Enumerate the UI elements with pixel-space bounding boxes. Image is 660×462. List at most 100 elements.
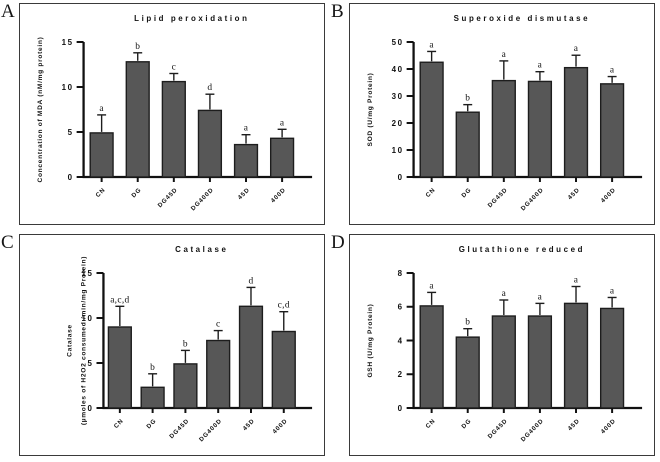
bar xyxy=(419,61,444,178)
x-tick-label: 45D xyxy=(242,417,257,432)
significance-letter: a xyxy=(610,66,615,76)
panel-d-box: Glutathione reduced GSH (U/mg Protein) 0 2 4… xyxy=(349,234,655,456)
x-tick-label: DG xyxy=(460,186,473,199)
significance-letter: a xyxy=(502,289,507,299)
panel-a-box: Lipid peroxidation Concentration of MDA (… xyxy=(19,3,325,225)
y-tick-label: 6 xyxy=(398,303,404,312)
y-axis-label-2: (µmoles of H2O2 consumed /min/mg Protein… xyxy=(81,256,88,425)
bar xyxy=(455,111,480,178)
bar xyxy=(238,305,264,409)
bar xyxy=(271,330,296,409)
bar xyxy=(125,61,150,178)
significance-letter: c xyxy=(172,62,176,72)
bar xyxy=(161,80,186,178)
significance-letter: a xyxy=(99,104,104,114)
x-tick-label: DG400D xyxy=(520,417,546,443)
x-tick-label: DG45D xyxy=(487,186,510,209)
chart-title: Lipid peroxidation xyxy=(134,14,249,23)
significance-letter: a xyxy=(610,286,615,296)
bar xyxy=(107,326,132,409)
x-tick-label: DG400D xyxy=(190,186,216,212)
y-axis-label: GSH (U/mg Protein) xyxy=(367,303,374,377)
significance-letter: b xyxy=(465,94,470,104)
x-tick-label: DG400D xyxy=(520,186,546,212)
x-tick-label: CN xyxy=(95,186,107,199)
bar xyxy=(563,66,589,178)
x-tick-label: DG45D xyxy=(487,417,510,440)
panel-c: C Catalase Catalase (µmoles of H2O2 consum… xyxy=(0,231,330,462)
significance-letter: a xyxy=(429,281,434,291)
significance-letter: a xyxy=(538,61,543,71)
chart-glutathione-reduced: Glutathione reduced GSH (U/mg Protein) 0 2 4… xyxy=(367,245,643,443)
y-tick-label: 15 xyxy=(62,38,74,47)
y-tick-label: 5 xyxy=(68,128,74,137)
bar xyxy=(140,386,165,409)
significance-letter: d xyxy=(248,276,253,286)
y-tick-label: 8 xyxy=(398,269,404,278)
chart-lipid-peroxidation: Lipid peroxidation Concentration of MDA (… xyxy=(37,14,313,212)
x-tick-label: 400D xyxy=(600,186,618,204)
y-tick-label: 40 xyxy=(392,65,404,74)
significance-letter: a xyxy=(538,292,543,302)
x-tick-label: 45D xyxy=(567,186,582,201)
x-tick-label: DG400D xyxy=(198,417,224,443)
bar xyxy=(491,315,516,409)
bar xyxy=(233,143,259,178)
significance-letter: c,d xyxy=(278,301,290,311)
panel-a: A Lipid peroxidation Concentration of MDA… xyxy=(0,0,330,231)
panel-d: D Glutathione reduced GSH (U/mg Protein) 0… xyxy=(330,231,660,462)
panel-d-letter: D xyxy=(331,232,345,253)
significance-letter: a xyxy=(574,44,579,54)
bar xyxy=(491,79,516,178)
y-tick-label: 50 xyxy=(392,38,404,47)
bar xyxy=(173,363,198,409)
significance-letter: b xyxy=(150,363,155,373)
y-tick-label: 0 xyxy=(88,404,94,413)
x-tick-label: DG xyxy=(130,186,143,199)
bar xyxy=(89,132,114,178)
x-tick-label: CN xyxy=(425,417,437,430)
y-axis-label: Catalase xyxy=(67,324,74,357)
y-tick-label: 5 xyxy=(88,359,94,368)
x-tick-label: DG xyxy=(460,417,473,430)
chart-superoxide-dismutase: Superoxide dismutase SOD (U/mg Protein) 0 1… xyxy=(367,14,643,212)
bar xyxy=(527,315,553,409)
y-tick-label: 10 xyxy=(81,314,93,323)
significance-letter: a xyxy=(574,275,579,285)
y-axis-label: Concentration of MDA (nM/mg protein) xyxy=(37,36,44,182)
y-axis-label: SOD (U/mg Protein) xyxy=(367,72,374,146)
y-tick-label: 30 xyxy=(392,92,404,101)
significance-letter: c xyxy=(216,320,220,330)
panel-c-letter: C xyxy=(1,232,14,253)
significance-letter: a,c,d xyxy=(110,295,129,305)
y-tick-label: 10 xyxy=(392,146,404,155)
y-tick-label: 4 xyxy=(398,336,404,345)
significance-letter: b xyxy=(135,42,140,52)
significance-letter: a xyxy=(429,40,434,50)
y-tick-label: 0 xyxy=(398,404,404,413)
significance-letter: b xyxy=(465,318,470,328)
x-tick-label: DG xyxy=(145,417,158,430)
significance-letter: a xyxy=(244,124,249,134)
significance-letter: b xyxy=(183,339,188,349)
panel-b: B Superoxide dismutase SOD (U/mg Protein)… xyxy=(330,0,660,231)
bar xyxy=(599,83,625,178)
bar xyxy=(599,307,625,409)
significance-letter: a xyxy=(502,50,507,60)
panel-a-letter: A xyxy=(1,1,15,22)
x-tick-label: 400D xyxy=(600,417,618,435)
bar xyxy=(269,137,295,178)
panel-b-letter: B xyxy=(331,1,344,22)
bar xyxy=(206,339,231,409)
x-tick-label: 400D xyxy=(271,417,289,435)
bar xyxy=(197,109,223,178)
bar xyxy=(527,80,553,178)
x-tick-label: DG45D xyxy=(168,417,191,440)
x-tick-label: 45D xyxy=(567,417,582,432)
bar xyxy=(419,305,444,409)
y-tick-label: 10 xyxy=(62,83,74,92)
chart-title: Glutathione reduced xyxy=(459,245,585,254)
y-tick-label: 0 xyxy=(68,173,74,182)
x-tick-label: DG45D xyxy=(157,186,180,209)
